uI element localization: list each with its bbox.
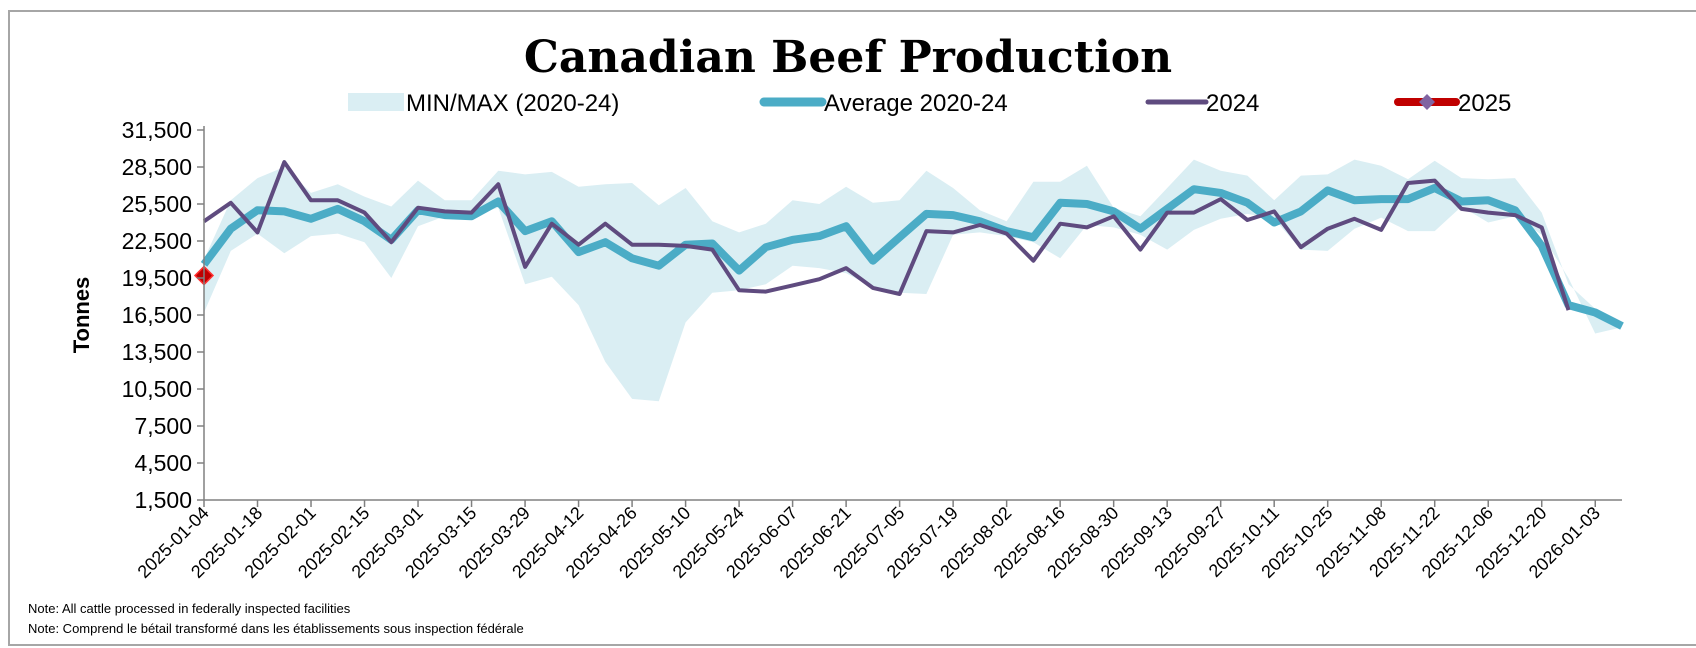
legend-label: 2025 (1458, 90, 1511, 117)
note-english: Note: All cattle processed in federally … (28, 601, 351, 616)
legend-label: 2024 (1206, 90, 1259, 117)
chart-title: Canadian Beef Production (524, 32, 1172, 83)
y-tick-label: 10,500 (122, 376, 192, 402)
y-axis: 31,500 28,500 25,500 22,500 19,500 16,500 13,5… (122, 117, 205, 513)
legend-label: Average 2020-24 (824, 90, 1008, 117)
legend-item: 2024 (1145, 90, 1259, 117)
y-tick-label: 28,500 (122, 154, 192, 180)
y-tick-label: 19,500 (122, 265, 192, 291)
series-average-line (200, 184, 1624, 330)
legend: MIN/MAX (2020-24) Average 2020-24 2024 2025 (348, 90, 1511, 117)
legend-swatch-band (348, 93, 404, 111)
y-axis-title: Tonnes (69, 277, 94, 354)
y-tick-label: 4,500 (134, 450, 192, 476)
plot-area (193, 159, 1624, 402)
y-tick-label: 13,500 (122, 339, 192, 365)
legend-item: 2025 (1394, 90, 1511, 117)
y-tick-label: 1,500 (134, 487, 192, 513)
chart-frame (8, 10, 1696, 646)
minmax-band (204, 159, 1622, 402)
y-tick-label: 7,500 (134, 413, 192, 439)
y-tick-label: 22,500 (122, 228, 192, 254)
legend-label: MIN/MAX (2020-24) (406, 90, 619, 117)
legend-item: Average 2020-24 (759, 90, 1008, 117)
legend-item: MIN/MAX (2020-24) (348, 90, 619, 117)
legend-swatch-marker (1419, 94, 1435, 110)
y-tick-label: 16,500 (122, 302, 192, 328)
y-tick-label: 25,500 (122, 191, 192, 217)
y-tick-label: 31,500 (122, 117, 192, 143)
x-axis: 2025-01-042025-01-182025-02-012025-02-15… (134, 499, 1622, 582)
note-french: Note: Comprend le bétail transformé dans… (28, 621, 524, 636)
series-2024-line (202, 160, 1571, 311)
